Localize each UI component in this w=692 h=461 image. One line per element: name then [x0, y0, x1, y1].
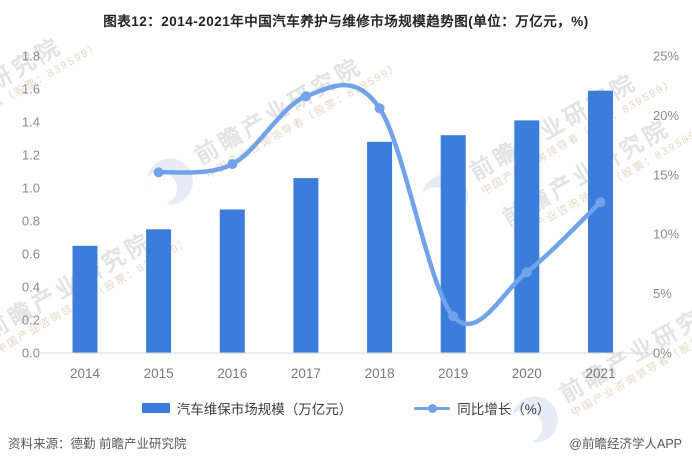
chart-legend: 汽车维保市场规模（万亿元） 同比增长（%）: [0, 398, 692, 418]
x-axis-label-2018: 2018: [365, 366, 395, 381]
right-axis-tick: 10%: [653, 227, 679, 242]
growth-line-marker: [227, 159, 238, 170]
left-axis-tick: 0.8: [22, 214, 40, 229]
bar-2018: [367, 141, 393, 353]
line-swatch-marker: [428, 404, 438, 413]
legend-item-bar-series: 汽车维保市场规模（万亿元）: [141, 398, 353, 418]
data-source-text: 资料来源：德勤 前瞻产业研究院: [8, 437, 187, 451]
growth-line-marker: [153, 167, 164, 178]
growth-line-marker: [300, 91, 311, 102]
bar-2020: [514, 120, 540, 354]
bar-series-swatch: [141, 403, 170, 413]
x-axis-label-2020: 2020: [512, 366, 542, 381]
right-axis-tick: 5%: [653, 286, 672, 301]
growth-line-marker: [374, 103, 385, 114]
left-axis-tick: 1.4: [22, 115, 40, 130]
chart-canvas: 0.0 0.2 0.4 0.6 0.8 1.0 1.2 1.4 1.6 1.8 0% 5% 10% 15%…: [22, 49, 680, 382]
left-axis-tick: 1.8: [22, 49, 40, 64]
growth-line-marker: [521, 267, 532, 278]
chart-title: 图表12：2014-2021年中国汽车养护与维修市场规模趋势图(单位：万亿元，%…: [103, 14, 589, 29]
x-axis-label-2016: 2016: [217, 366, 247, 381]
left-axis-tick: 0.0: [22, 346, 40, 361]
x-axis-label-2015: 2015: [144, 366, 174, 381]
credit-text: @前瞻经济学人APP: [569, 437, 682, 451]
left-axis-tick: 0.4: [22, 280, 40, 295]
legend-line-label: 同比增长（%）: [457, 402, 551, 417]
chart-footer: 资料来源：德勤 前瞻产业研究院 @前瞻经济学人APP: [0, 433, 692, 452]
x-axis-label-2019: 2019: [438, 366, 468, 381]
x-axis-label-2017: 2017: [291, 366, 321, 381]
right-axis-tick: 25%: [653, 49, 679, 64]
bar-2014: [72, 245, 98, 353]
left-axis-tick: 1.6: [22, 82, 40, 97]
left-axis-tick: 1.0: [22, 181, 40, 196]
bar-2016: [219, 209, 245, 353]
bar-2021: [588, 90, 613, 353]
left-axis-tick: 0.2: [22, 313, 40, 328]
right-axis-tick: 20%: [653, 108, 679, 123]
bar-2017: [293, 178, 319, 353]
line-series-swatch: [414, 403, 451, 413]
legend-bar-label: 汽车维保市场规模（万亿元）: [176, 402, 353, 417]
growth-line-marker: [595, 197, 606, 208]
legend-item-line-series: 同比增长（%）: [414, 398, 550, 418]
left-axis-tick: 0.6: [22, 247, 40, 262]
bar-2015: [146, 229, 172, 353]
growth-line-marker: [448, 311, 459, 322]
right-axis-tick: 15%: [653, 167, 679, 182]
x-axis-label-2014: 2014: [70, 366, 101, 381]
x-axis-label-2021: 2021: [585, 366, 615, 381]
left-axis-tick: 1.2: [22, 148, 40, 163]
right-axis-tick: 0%: [653, 346, 672, 361]
